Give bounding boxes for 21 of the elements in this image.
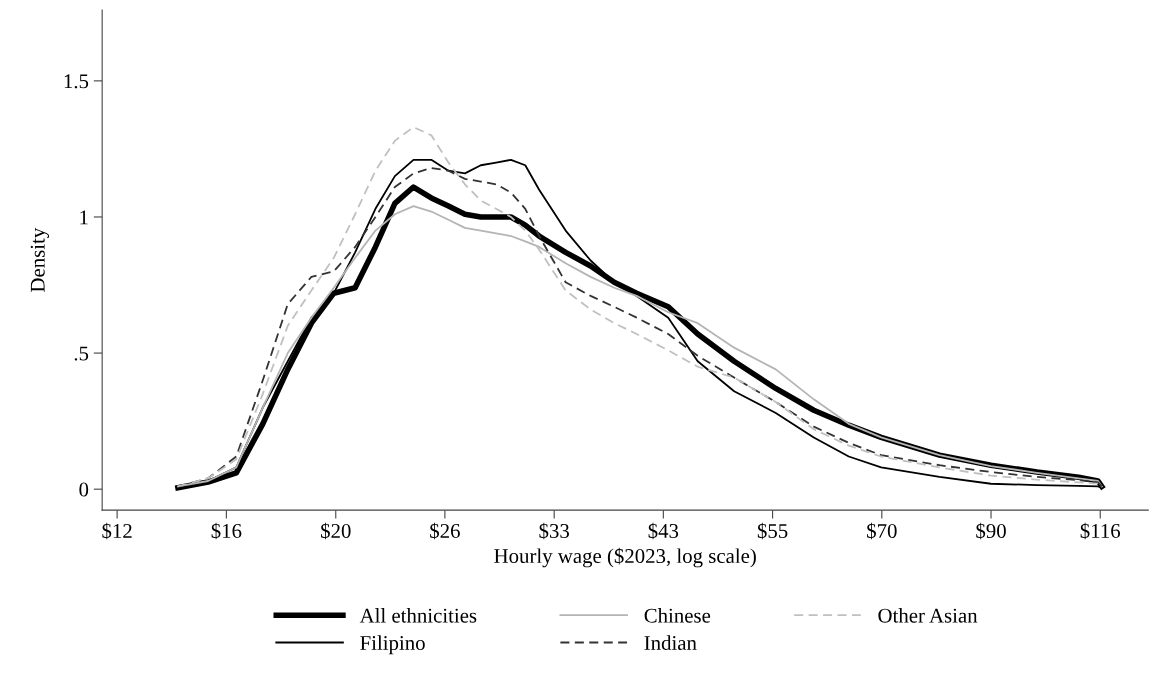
legend-label: Filipino bbox=[360, 635, 425, 655]
y-tick-label: 0 bbox=[79, 482, 89, 497]
legend-label: Chinese bbox=[644, 608, 711, 623]
y-tick-label: 1 bbox=[80, 210, 88, 225]
y-axis-title: Density bbox=[30, 227, 50, 292]
x-tick-label: $26 bbox=[430, 522, 460, 540]
x-axis-title: Hourly wage ($2023, log scale) bbox=[494, 547, 756, 568]
y-tick-label: .5 bbox=[74, 346, 89, 361]
x-tick-label: $90 bbox=[976, 522, 1006, 540]
x-tick-label: $43 bbox=[648, 522, 679, 540]
y-tick-label: 1.5 bbox=[64, 74, 89, 89]
legend-label: Other Asian bbox=[878, 608, 978, 623]
x-tick-label: $33 bbox=[539, 522, 569, 540]
x-tick-label: $116 bbox=[1080, 522, 1121, 540]
legend-label: All ethnicities bbox=[359, 608, 477, 623]
x-tick-label: $12 bbox=[102, 522, 132, 540]
x-tick-label: $70 bbox=[867, 522, 897, 540]
x-tick-label: $20 bbox=[321, 522, 351, 540]
x-tick-label: $16 bbox=[211, 522, 242, 540]
legend-label: Indian bbox=[644, 635, 697, 651]
x-tick-label: $55 bbox=[757, 522, 788, 540]
